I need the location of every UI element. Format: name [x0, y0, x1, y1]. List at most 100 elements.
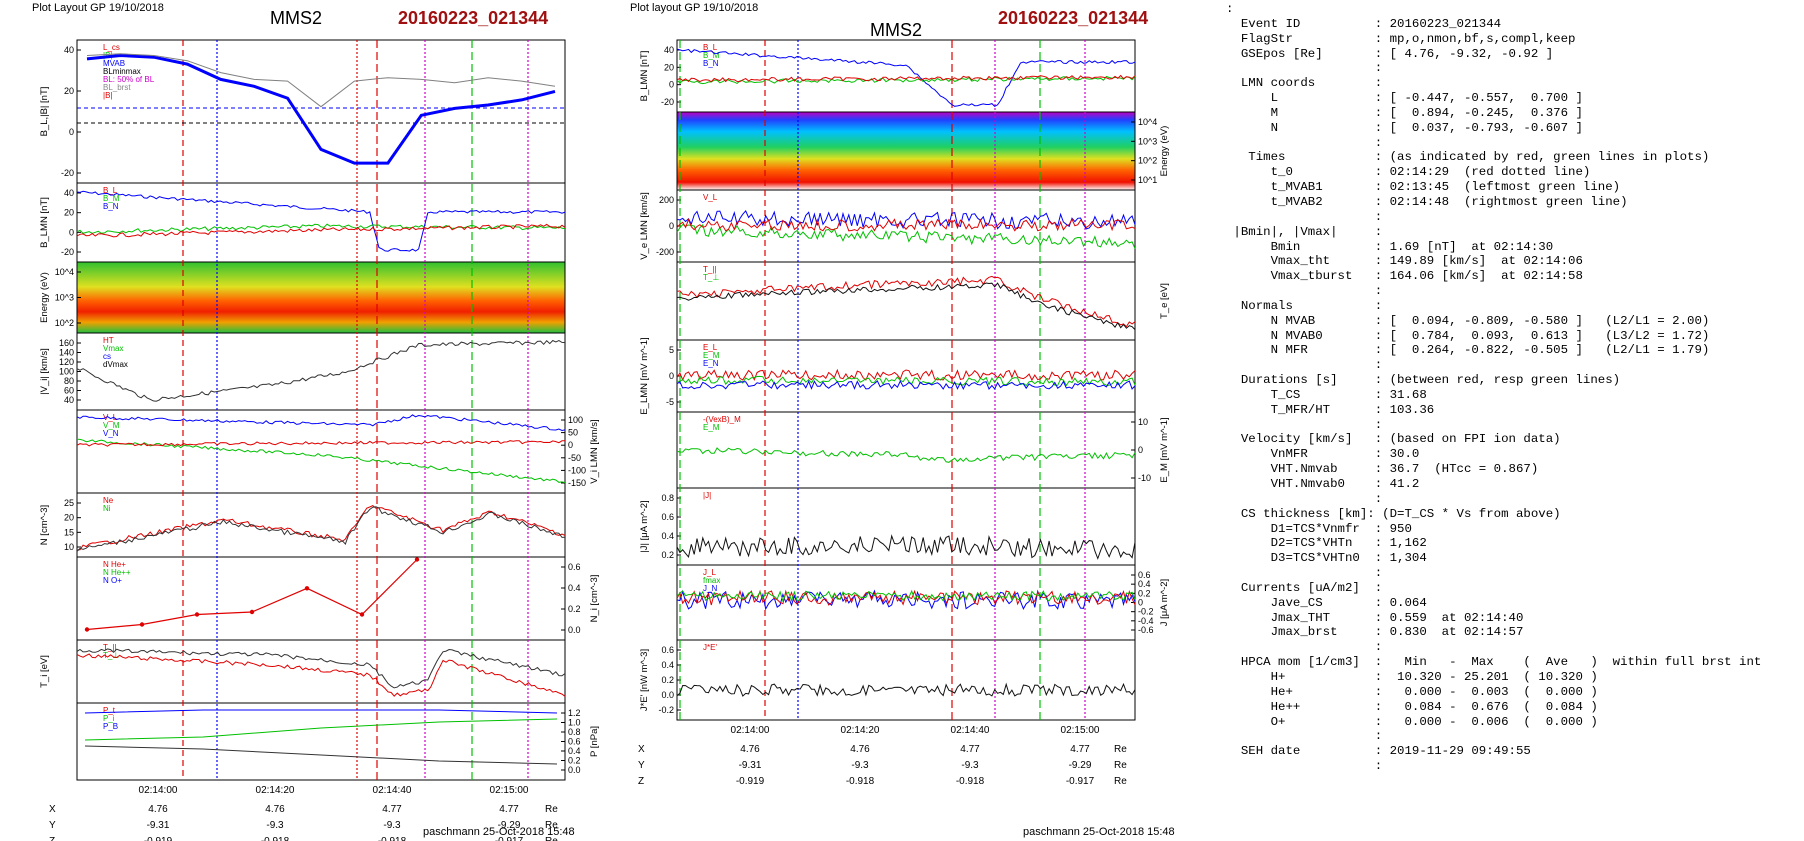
left-coord-value: -0.918	[261, 836, 290, 841]
summary-line: N MVAB : [ 0.094, -0.809, -0.580 ] (L2/L…	[1270, 313, 1710, 328]
summary-line: :	[1374, 759, 1383, 774]
summary-line: H+ : 10.320 - 25.201 ( 10.320 )	[1270, 669, 1598, 684]
left-legend-entry: BLminmax	[103, 67, 141, 76]
mid-x-tick-label: 02:14:20	[841, 725, 880, 736]
summary-line: :	[1374, 729, 1383, 744]
left-coord-value: 4.77	[499, 804, 519, 815]
summary-line: Durations [s] : (between red, resp green…	[1240, 373, 1621, 388]
left-tick-label: 20	[64, 513, 74, 523]
left-tick-label: 10^3	[55, 293, 74, 303]
mid-tick-label: 0.2	[1138, 588, 1151, 598]
left-panel-frame	[76, 492, 566, 558]
mid-bn-trace	[676, 74, 1136, 83]
mid-tick-label: 20	[664, 62, 674, 72]
summary-line: Jmax_brst : 0.830 at 02:14:57	[1270, 625, 1524, 640]
left-legend-entry: L_cs	[103, 43, 120, 52]
summary-line: Jave_CS : 0.064	[1270, 595, 1427, 610]
left-legend-entry: V_N	[103, 429, 119, 438]
left-legend-entry: N O+	[103, 576, 122, 585]
mid-coord-unit: Re	[1114, 776, 1127, 787]
mid-axis-label: J*E' [nW m^-3]	[639, 649, 650, 711]
mid-tick-label: 0	[669, 80, 674, 90]
left-panel-frame	[76, 702, 566, 781]
event-summary-text: : Event ID : 20160223_021344 FlagStr : m…	[1226, 2, 1761, 774]
mid-axis-label: E_M [mV m^-1]	[1159, 417, 1170, 482]
mid-panel-frame	[676, 639, 1136, 721]
left-legend-entry: Ni	[103, 504, 111, 513]
summary-line: Event ID : 20160223_021344	[1240, 16, 1502, 31]
left-tick-label: 0.8	[568, 727, 581, 737]
pressure-series	[84, 718, 558, 741]
mid-ven-trace	[676, 217, 1136, 232]
summary-line: :	[1374, 566, 1383, 581]
left-vi-trace	[76, 339, 566, 402]
mid-legend-entry: V_L	[703, 193, 718, 202]
mid-legend-entry: E_L	[703, 343, 718, 352]
mid-tick-label: 0.4	[661, 531, 674, 541]
mid-teperp-trace	[676, 282, 1136, 330]
mid-tick-label: 200	[659, 195, 674, 205]
mid-x-tick-label: 02:15:00	[1061, 725, 1100, 736]
mid-tick-label: 5	[669, 345, 674, 355]
summary-line: Normals :	[1240, 298, 1383, 313]
mid-tick-label: 10^2	[1138, 156, 1157, 166]
mid-tick-label: -0.2	[1138, 607, 1154, 617]
left-tick-label: 0.2	[568, 604, 581, 614]
summary-line: SEH date : 2019-11-29 09:49:55	[1240, 744, 1531, 759]
left-tick-label: 10^4	[55, 267, 74, 277]
left-bm-trace	[76, 223, 566, 234]
left-axis-label: |V_i| [km/s]	[39, 348, 50, 395]
mid-tick-label: 0	[1138, 598, 1143, 608]
summary-line: O+ : 0.000 - 0.006 ( 0.000 )	[1270, 714, 1598, 729]
pressure-series	[84, 709, 558, 714]
mid-tick-label: 0.2	[661, 550, 674, 560]
summary-line: GSEpos [Re] : [ 4.76, -9.32, -0.92 ]	[1240, 46, 1554, 61]
left-coord-value: 4.77	[382, 804, 402, 815]
mid-tick-label: 10^4	[1138, 117, 1157, 127]
mid-coord-value: -9.29	[1069, 760, 1092, 771]
mid-coord-unit: Re	[1114, 760, 1127, 771]
summary-line: :	[1226, 2, 1234, 16]
left-bn-trace	[76, 223, 566, 238]
left-legend-entry: Vmax	[103, 344, 123, 353]
left-legend-entry: B_N	[103, 202, 119, 211]
summary-line: D2=TCS*VHTn : 1,162	[1270, 536, 1427, 551]
mid-tepar-trace	[676, 275, 1136, 328]
left-tick-label: 0.2	[568, 756, 581, 766]
summary-line: N MFR : [ 0.264, -0.822, -0.505 ] (L2/L1…	[1270, 343, 1710, 358]
left-coord-value: -9.3	[266, 820, 284, 831]
mid-tick-label: 0	[669, 371, 674, 381]
left-coord-value: -0.919	[144, 836, 173, 841]
left-legend-entry: P_B	[103, 722, 118, 731]
summary-line: Currents [uA/m2] :	[1240, 580, 1383, 595]
summary-line: D1=TCS*Vnmfr : 950	[1270, 521, 1412, 536]
left-coord-unit: Re	[545, 836, 558, 841]
left-tick-label: 10	[64, 542, 74, 552]
left-tick-label: 140	[59, 348, 74, 358]
mid-jm-trace	[676, 589, 1136, 606]
ion-spectrogram	[77, 262, 565, 333]
mid-en-trace	[676, 379, 1136, 391]
mid-tick-label: -200	[656, 247, 674, 257]
mid-tick-label: 0.6	[661, 512, 674, 522]
left-tick-label: 0.0	[568, 625, 581, 635]
summary-line: L : [ -0.447, -0.557, 0.700 ]	[1270, 91, 1583, 106]
left-coord-value: -0.917	[495, 836, 524, 841]
left-legend-entry: BL: 50% of BL	[103, 75, 155, 84]
left-coord-label: Z	[49, 836, 55, 841]
left-tick-label: 0.4	[568, 746, 581, 756]
mid-vem-trace	[676, 223, 1136, 249]
summary-line: N MVAB0 : [ 0.784, 0.093, 0.613 ] (L3/L2…	[1270, 328, 1710, 343]
summary-line: :	[1374, 491, 1383, 506]
left-tick-label: 60	[64, 386, 74, 396]
left-tick-label: 50	[568, 428, 578, 438]
left-legend-entry: B_M	[103, 194, 120, 203]
left-panel-frame	[76, 556, 566, 641]
summary-line: |Bmin|, |Vmax| :	[1233, 224, 1383, 239]
left-legend-entry: P_t	[103, 706, 116, 715]
mid-tick-label: 10	[1138, 417, 1148, 427]
left-tick-label: 20	[64, 86, 74, 96]
left-legend-entry: |B|	[103, 91, 113, 100]
left-legend-entry: T_||	[103, 643, 117, 652]
left-x-tick-label: 02:14:00	[139, 785, 178, 796]
